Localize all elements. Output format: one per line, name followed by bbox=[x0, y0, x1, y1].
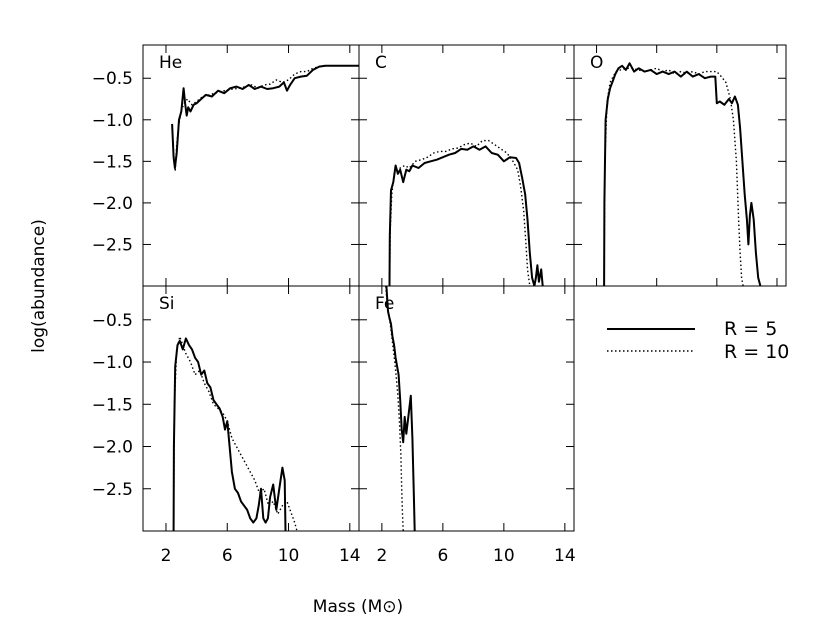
y-tick-label: −1.5 bbox=[92, 395, 133, 415]
series-line-r10 bbox=[388, 139, 531, 286]
panel-frame bbox=[358, 285, 575, 532]
x-tick-label: 6 bbox=[222, 546, 233, 566]
series-line-r5 bbox=[171, 64, 359, 169]
series-line-r5 bbox=[388, 145, 544, 286]
legend-label-1: R = 10 bbox=[724, 341, 789, 363]
x-tick-label: 2 bbox=[161, 546, 172, 566]
x-tick-label: 14 bbox=[339, 546, 361, 566]
y-tick-label: −1.5 bbox=[92, 152, 133, 172]
panel-label: He bbox=[159, 53, 182, 73]
legend-label-0: R = 5 bbox=[724, 318, 777, 340]
panel-frame bbox=[573, 44, 787, 287]
panels-group: −0.5 −1.0 −1.5 −2.0 −2.5 He C O −0.5 −1.0 −1.5 −2.0… bbox=[92, 44, 787, 566]
x-tick-label: 10 bbox=[278, 546, 300, 566]
panel-c: C bbox=[358, 44, 575, 287]
series-line-r5 bbox=[603, 62, 762, 286]
x-tick-label: 6 bbox=[437, 546, 448, 566]
panel-fe: 2 6 10 14 Fe bbox=[358, 285, 576, 566]
series-line-r10 bbox=[603, 67, 744, 286]
panel-label: Fe bbox=[375, 294, 394, 314]
y-tick-label: −0.5 bbox=[92, 69, 133, 89]
panel-label: C bbox=[375, 53, 387, 73]
y-tick-label: −1.0 bbox=[92, 353, 133, 373]
series-line-r10 bbox=[172, 336, 298, 531]
y-tick-label: −2.5 bbox=[92, 480, 133, 500]
y-tick-label: −0.5 bbox=[92, 311, 133, 331]
panel-label: O bbox=[590, 53, 603, 73]
panel-o: O bbox=[573, 44, 787, 287]
x-tick-label: 14 bbox=[554, 546, 576, 566]
x-tick-label: 10 bbox=[493, 546, 515, 566]
y-tick-label: −2.0 bbox=[92, 194, 133, 214]
panel-frame bbox=[358, 44, 575, 287]
panel-label: Si bbox=[159, 294, 175, 314]
series-line-r10 bbox=[171, 65, 359, 173]
y-tick-label: −2.5 bbox=[92, 235, 133, 255]
x-axis-title: Mass (M⊙) bbox=[313, 597, 403, 617]
series-line-r10 bbox=[385, 286, 404, 531]
panel-he: −0.5 −1.0 −1.5 −2.0 −2.5 He bbox=[92, 44, 360, 287]
legend: R = 5 R = 10 bbox=[607, 318, 789, 363]
panel-si: −0.5 −1.0 −1.5 −2.0 −2.5 2 6 10 14 Si bbox=[92, 285, 361, 566]
x-tick-label: 2 bbox=[376, 546, 387, 566]
y-tick-label: −1.0 bbox=[92, 111, 133, 131]
series-line-r5 bbox=[172, 337, 287, 531]
y-tick-label: −2.0 bbox=[92, 438, 133, 458]
y-axis-title: log(abundance) bbox=[29, 219, 49, 353]
